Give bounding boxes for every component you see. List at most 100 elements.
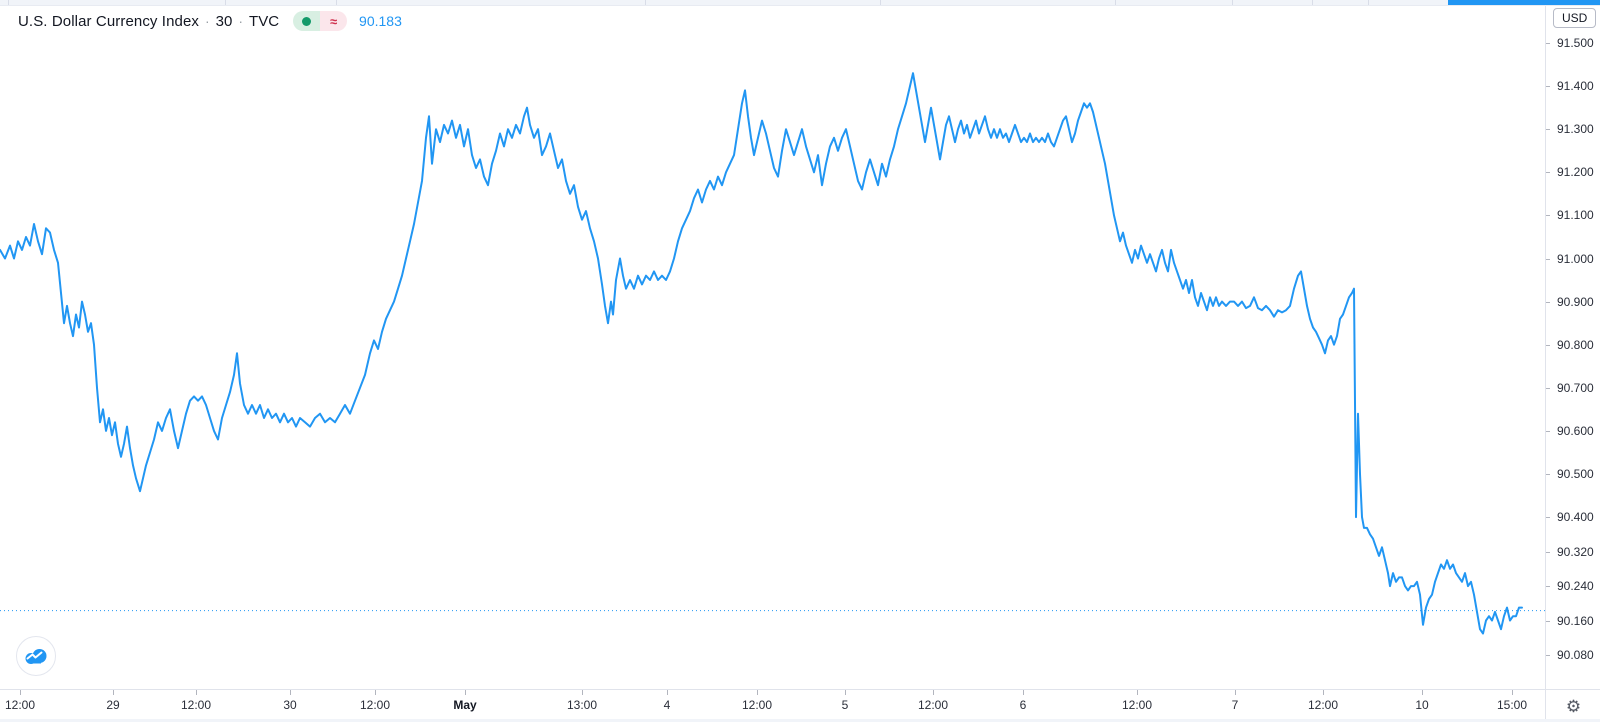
symbol-title[interactable]: U.S. Dollar Currency Index [18,12,199,30]
time-axis-label: 12:00 [359,698,391,712]
cloud-chart-glyph [25,648,47,664]
time-axis-tick [1323,690,1324,695]
time-axis-label: 6 [1019,698,1027,712]
price-axis-label: 90.800 [1557,337,1594,352]
price-axis-tick [1546,474,1550,475]
window-bottom-edge [0,719,1600,722]
price-axis-tick [1546,620,1550,622]
exchange-label[interactable]: TVC [249,12,280,30]
time-axis-label: 12:00 [741,698,773,712]
price-axis-label: 90.320 [1557,544,1594,559]
legend-separator-dot: · [205,13,210,29]
last-price-value: 90.183 [359,13,402,29]
price-axis[interactable]: USD 91.500 91.400 91.300 91.200 91.100 91.000… [1545,0,1600,689]
price-axis-tick [1546,551,1550,553]
top-strip-separator [1368,0,1369,5]
top-strip-separator [8,0,9,5]
time-axis-label: 30 [283,698,297,712]
price-axis-tick [1546,586,1550,588]
window-top-strip [0,0,1600,6]
time-axis-label: 12:00 [180,698,212,712]
price-axis-label: 90.080 [1557,648,1594,663]
tradingview-logo-icon[interactable] [16,636,56,676]
price-axis-label: 90.400 [1557,510,1594,525]
time-axis-tick [290,690,291,695]
price-axis-tick [1546,258,1550,260]
delayed-data-segment[interactable]: ≈ [320,11,348,31]
time-axis-label: 12:00 [1121,698,1153,712]
price-axis-tick [1546,387,1550,389]
price-axis-label: 90.700 [1557,380,1594,395]
price-axis-label: 91.200 [1557,165,1594,180]
time-axis[interactable]: 12:00 29 12:00 30 12:00 May 13:00 4 12:00 5 12:00 6… [0,689,1545,722]
price-axis-label: 90.240 [1557,579,1594,594]
time-axis-tick [1422,690,1423,695]
price-axis-tick [1546,655,1550,657]
time-axis-tick [667,690,668,695]
price-axis-label: 91.100 [1557,208,1594,223]
price-axis-label: 90.160 [1557,613,1594,628]
chart-legend: U.S. Dollar Currency Index · 30 · TVC ≈ … [18,10,402,32]
settings-gear-icon[interactable]: ⚙ [1565,697,1582,716]
time-axis-label: 5 [841,698,849,712]
price-axis-label: 91.500 [1557,36,1594,50]
axis-corner-cell: ⚙ [1545,689,1600,722]
market-status-pill[interactable]: ≈ [293,11,348,31]
time-axis-tick [20,690,21,695]
time-axis-label: 12:00 [1307,698,1339,712]
price-line-series [0,72,1523,635]
time-axis-label: 4 [663,698,671,712]
top-strip-separator [645,0,646,5]
price-axis-label: 90.900 [1557,294,1594,309]
price-axis-label: 90.500 [1557,467,1594,481]
time-axis-tick [196,690,197,695]
price-axis-tick [1546,43,1550,44]
time-axis-label: 12:00 [4,698,36,712]
time-axis-tick [933,690,934,695]
price-axis-tick [1546,215,1550,217]
price-axis-tick [1546,517,1550,519]
market-open-dot-icon [302,16,312,26]
time-axis-tick [757,690,758,695]
time-axis-tick [1023,690,1024,695]
price-axis-label: 90.600 [1557,423,1594,438]
top-strip-separator [1115,0,1116,5]
time-axis-label: 7 [1231,698,1239,712]
top-strip-separator [225,0,226,5]
time-axis-tick [1512,690,1513,695]
price-axis-tick [1546,129,1550,131]
time-axis-tick [465,690,466,695]
time-axis-label: 10 [1415,698,1429,712]
legend-separator-dot: · [238,13,244,29]
price-axis-label: 91.300 [1557,122,1594,137]
price-axis-tick [1546,86,1550,88]
time-axis-tick [113,690,114,695]
time-axis-tick [1137,690,1138,695]
price-axis-tick [1546,301,1550,303]
time-axis-label: 13:00 [566,698,598,712]
approx-icon: ≈ [329,13,338,29]
time-axis-tick [375,690,376,695]
currency-usd-button[interactable]: USD [1553,8,1597,28]
price-chart-canvas[interactable] [0,0,1546,689]
top-strip-blue-segment [1448,0,1600,5]
top-strip-separator [880,0,881,5]
time-axis-tick [845,690,846,695]
time-axis-tick [1235,690,1236,695]
time-axis-label: 15:00 [1496,698,1528,712]
time-axis-label-month: May [453,698,477,712]
top-strip-separator [1232,0,1233,5]
price-axis-label: 91.000 [1557,251,1594,266]
price-axis-tick [1546,430,1550,432]
market-open-segment[interactable] [293,11,321,31]
top-strip-separator [1312,0,1313,5]
price-axis-label: 91.400 [1557,79,1594,94]
time-axis-label: 29 [106,698,120,712]
top-strip-separator [336,0,337,5]
interval-label[interactable]: 30 [215,12,233,30]
price-axis-tick [1546,344,1550,346]
time-axis-tick [582,690,583,695]
price-axis-tick [1546,172,1550,174]
time-axis-label: 12:00 [917,698,949,712]
